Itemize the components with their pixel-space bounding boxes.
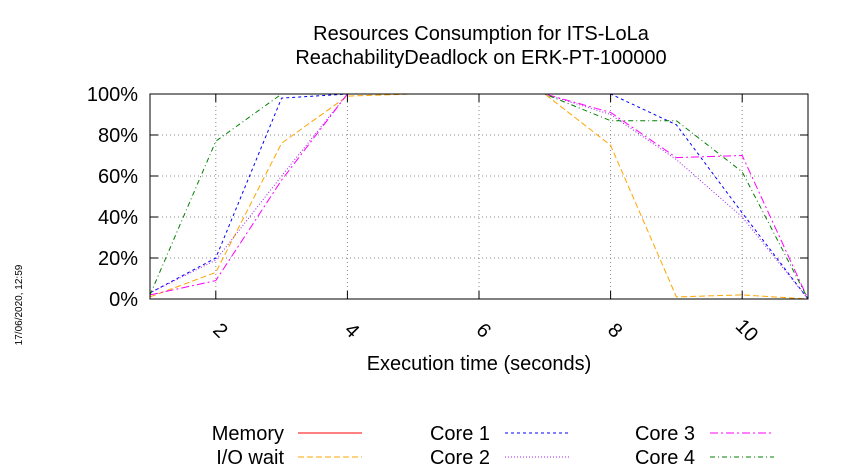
series-lines — [149, 93, 809, 300]
chart-title-line-2: ReachabilityDeadlock on ERK-PT-100000 — [295, 47, 666, 69]
y-tick-label: 100% — [87, 84, 138, 106]
x-tick-label: 10 — [731, 315, 762, 346]
timestamp: 17/06/2020, 12:59 — [14, 264, 25, 345]
y-tick-label: 60% — [98, 166, 138, 188]
x-tick-label: 4 — [340, 319, 363, 342]
series-line-core-2 — [149, 93, 809, 300]
x-tick-label: 2 — [208, 319, 231, 342]
chart-title-line-1: Resources Consumption for ITS-LoLa — [313, 23, 650, 45]
tick-labels: 0% 20% 40% 60% 80% 100% 2 4 6 8 10 — [87, 84, 762, 346]
plot-frame — [149, 93, 809, 300]
x-axis-label: Execution time (seconds) — [367, 353, 592, 375]
series-line-core-3 — [149, 93, 809, 300]
series-line-core-1 — [149, 93, 809, 300]
legend-label-i-o-wait: I/O wait — [216, 447, 284, 469]
y-tick-label: 20% — [98, 248, 138, 270]
legend-label-core-1: Core 1 — [430, 423, 490, 445]
x-tick-label: 6 — [472, 319, 495, 342]
y-tick-label: 0% — [109, 289, 138, 311]
series-line-i-o-wait — [149, 93, 809, 300]
x-tick-label: 8 — [603, 319, 626, 342]
legend-label-memory: Memory — [212, 423, 284, 445]
plot-border — [149, 93, 809, 300]
y-tick-label: 40% — [98, 207, 138, 229]
legend-label-core-2: Core 2 — [430, 447, 490, 469]
y-tick-label: 80% — [98, 125, 138, 147]
legend-label-core-4: Core 4 — [635, 447, 695, 469]
series-line-core-4 — [149, 93, 809, 300]
grid — [150, 93, 808, 300]
legend-label-core-3: Core 3 — [635, 423, 695, 445]
